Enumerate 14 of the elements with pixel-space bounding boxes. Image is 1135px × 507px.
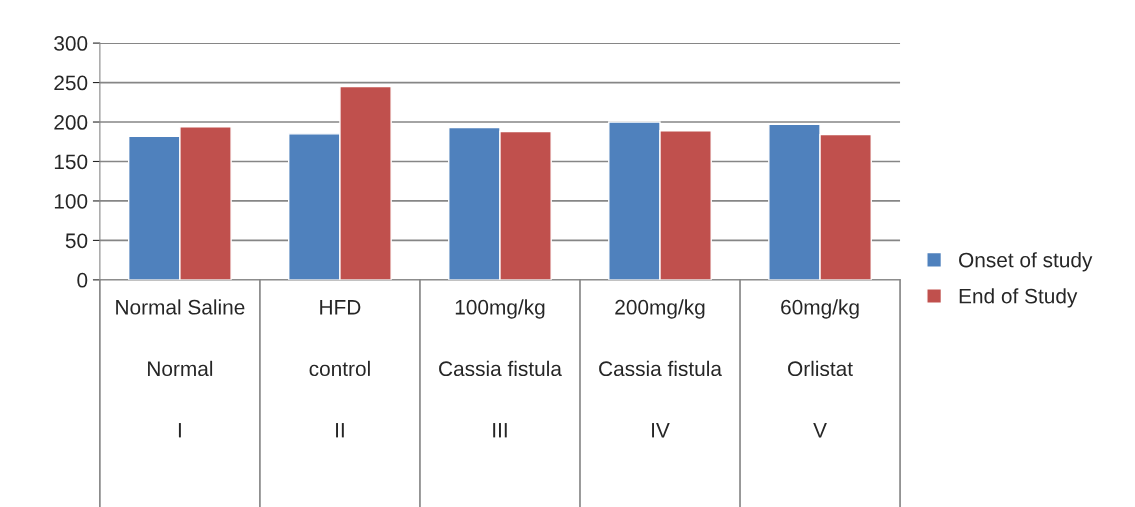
legend-label: End of Study (959, 288, 1078, 308)
y-tick-label: 0 (77, 272, 88, 288)
category-label: 100mg/kg Cassia fistula III (439, 299, 562, 438)
category-label: 60mg/kg Orlistat V (781, 299, 859, 438)
y-tick-label: 300 (54, 36, 88, 51)
y-tick-label: 150 (54, 154, 88, 170)
category-label: 200mg/kg Cassia fistula IV (599, 299, 722, 438)
y-tick-label: 200 (54, 115, 88, 130)
y-tick-label: 250 (54, 75, 88, 91)
legend-label: Onset of study (959, 252, 1093, 272)
y-tick-label: 50 (65, 233, 88, 249)
y-tick-label: 100 (54, 193, 88, 209)
category-label: Normal Saline Normal I (116, 299, 245, 438)
category-label: HFD control II (309, 300, 370, 438)
